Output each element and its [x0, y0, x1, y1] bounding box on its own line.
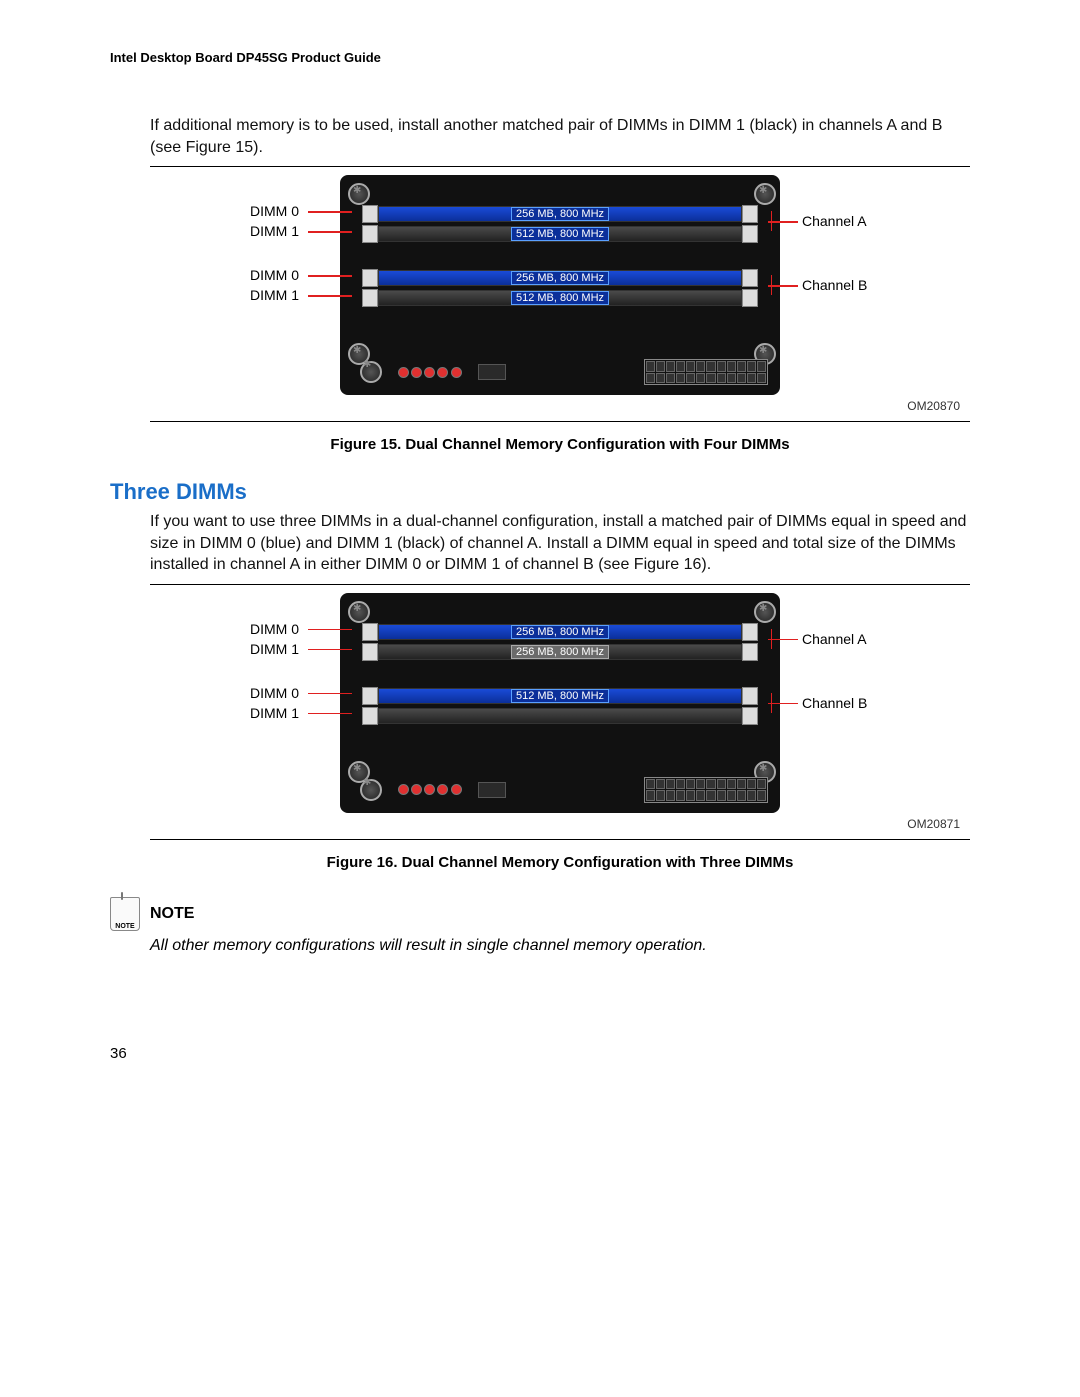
figure-16: 256 MB, 800 MHz256 MB, 800 MHz512 MB, 80… [150, 593, 970, 831]
rule-top-2 [150, 584, 970, 585]
channel-label: Channel A [802, 631, 867, 647]
rule-top-1 [150, 166, 970, 167]
rule-bottom-1 [150, 421, 970, 422]
dimm-label: DIMM 0 [250, 203, 299, 219]
dimm-label: DIMM 0 [250, 685, 299, 701]
paragraph-intro: If additional memory is to be used, inst… [150, 115, 970, 158]
figure-15-omcode: OM20870 [907, 399, 960, 413]
dimm-label: DIMM 1 [250, 705, 299, 721]
note-heading: NOTE [150, 905, 194, 923]
figure-16-caption: Figure 16. Dual Channel Memory Configura… [150, 854, 970, 871]
channel-label: Channel B [802, 695, 867, 711]
dimm-label: DIMM 0 [250, 621, 299, 637]
note-heading-row: NOTE NOTE [110, 897, 970, 931]
note-body: All other memory configurations will res… [150, 937, 970, 955]
paragraph-three-dimms: If you want to use three DIMMs in a dual… [150, 511, 970, 576]
note-icon: NOTE [110, 897, 140, 931]
doc-header: Intel Desktop Board DP45SG Product Guide [110, 50, 970, 65]
channel-label: Channel A [802, 213, 867, 229]
section-heading-three-dimms: Three DIMMs [110, 479, 970, 505]
dimm-label: DIMM 0 [250, 267, 299, 283]
rule-bottom-2 [150, 839, 970, 840]
dimm-label: DIMM 1 [250, 287, 299, 303]
figure-16-omcode: OM20871 [907, 817, 960, 831]
figure-15: 256 MB, 800 MHz512 MB, 800 MHz256 MB, 80… [150, 175, 970, 413]
channel-label: Channel B [802, 277, 867, 293]
figure-15-caption: Figure 15. Dual Channel Memory Configura… [150, 436, 970, 453]
page-number: 36 [110, 1045, 970, 1062]
dimm-label: DIMM 1 [250, 641, 299, 657]
dimm-label: DIMM 1 [250, 223, 299, 239]
